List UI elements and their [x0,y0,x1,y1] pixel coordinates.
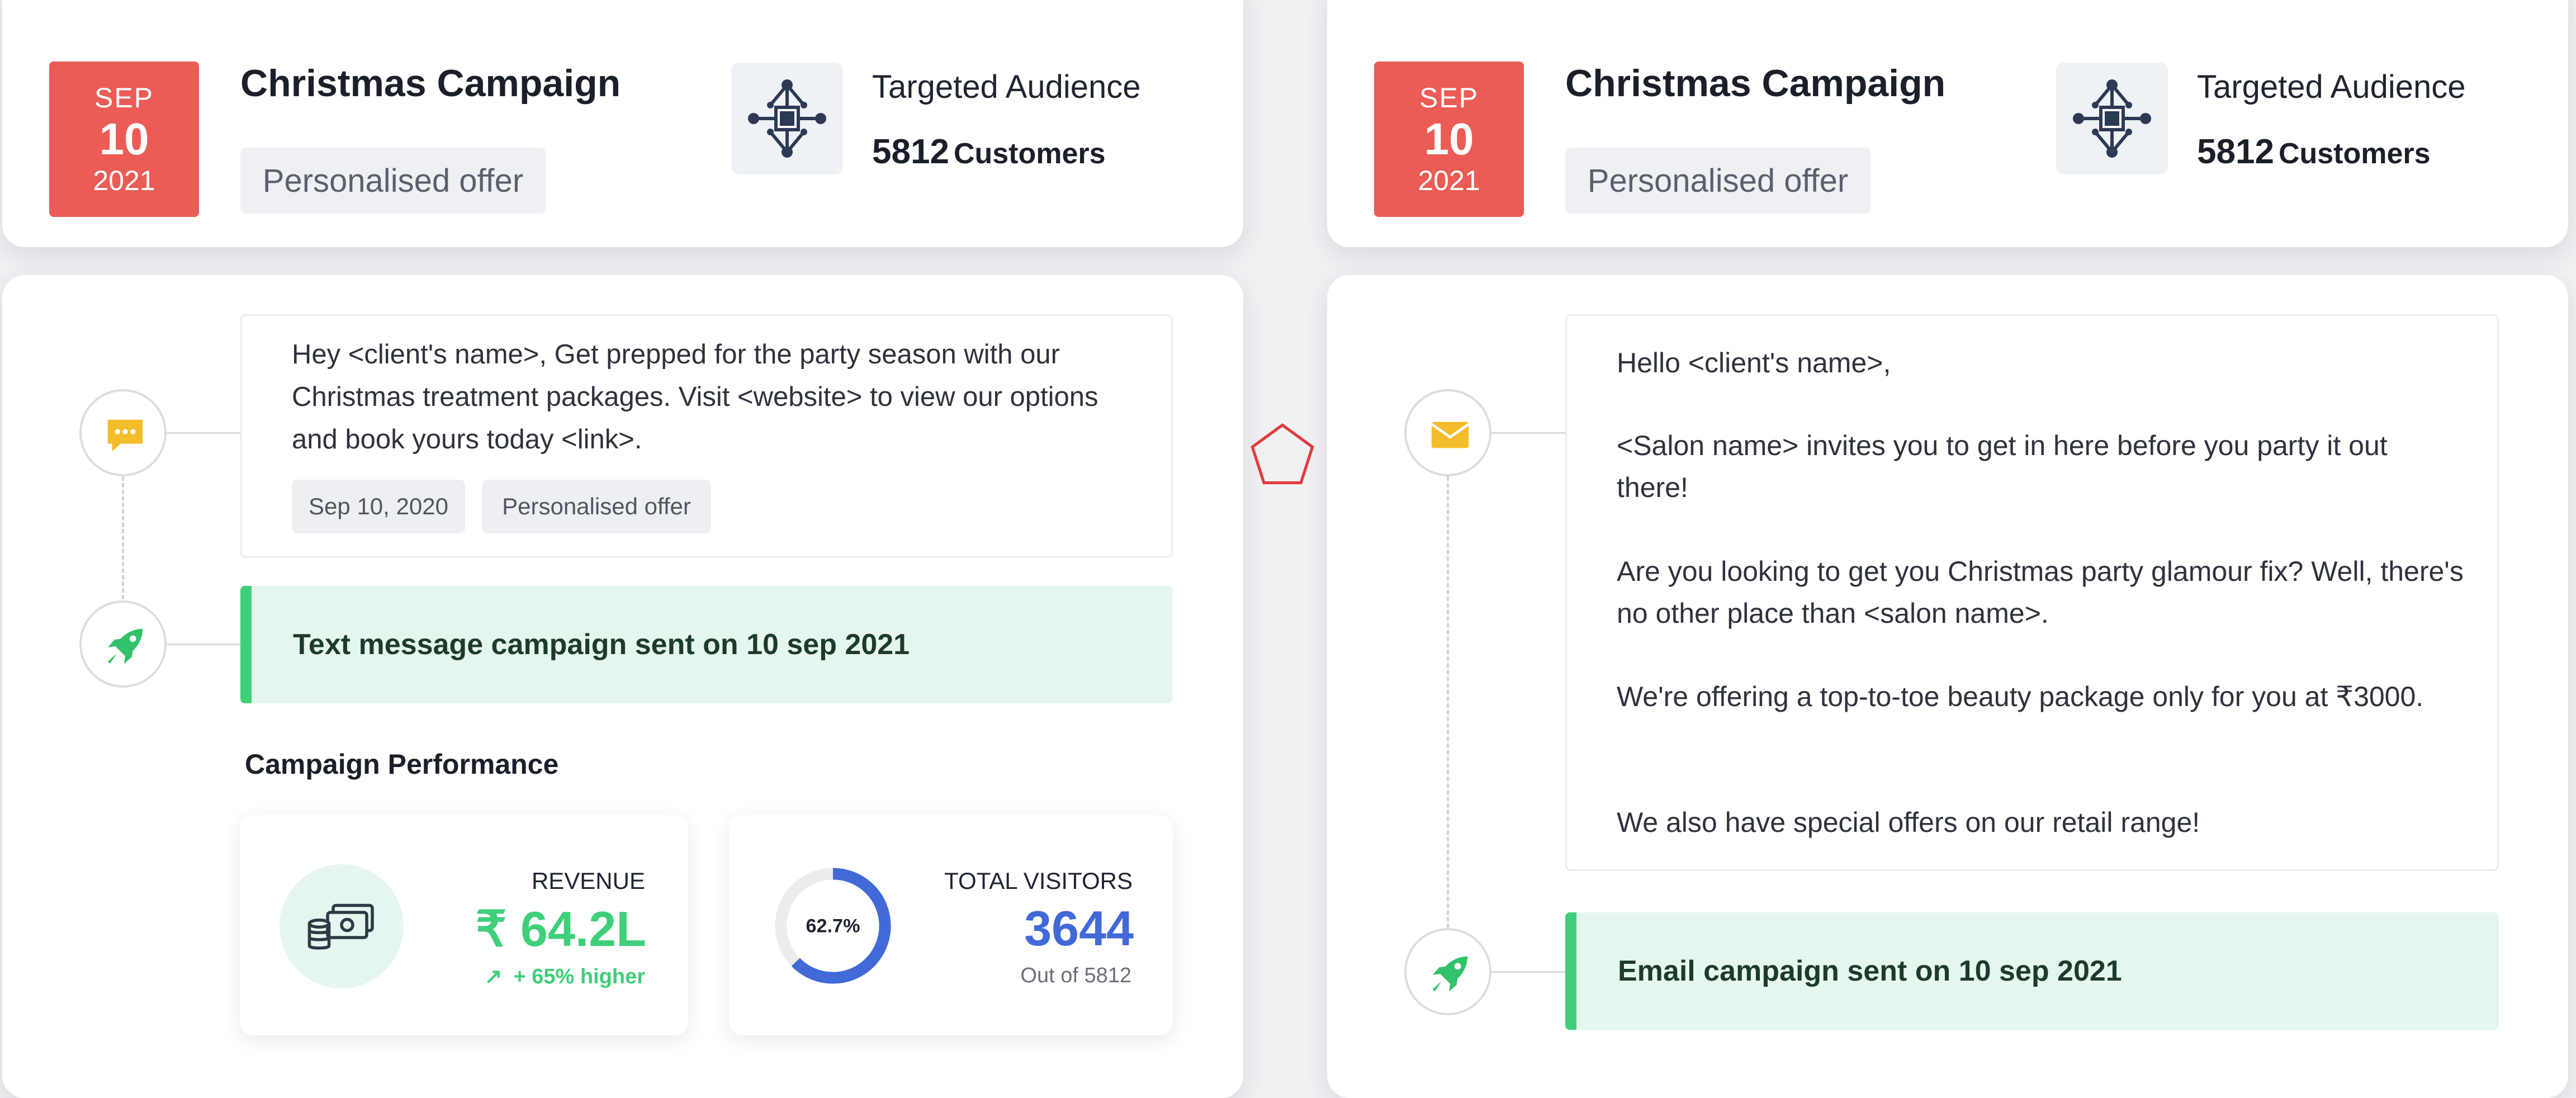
email-paragraph: We also have special offers on our retai… [1617,807,2200,838]
revenue-label: REVENUE [531,868,645,894]
visitors-sub: Out of 5812 [1020,964,1131,987]
email-paragraph: <Salon name> invites you to get in here … [1617,430,2388,503]
right-header-card [1327,0,2568,247]
donut-percent-label: 62.7% [806,915,860,936]
envelope-icon [1431,422,1470,448]
date-year: 2021 [1418,165,1480,196]
right-date-badge: SEP 10 2021 [1374,61,1524,217]
visitors-donut-chart: 62.7% [775,868,891,984]
timeline-connector [1447,476,1449,928]
left-offer-tag: Personalised offer [240,148,546,214]
sms-sent-banner: Text message campaign sent on 10 sep 202… [240,586,1173,703]
timeline-line [1490,432,1565,434]
rocket-icon [1432,956,1468,992]
timeline-line [165,432,240,434]
left-campaign-title: Christmas Campaign [240,62,621,105]
email-sent-banner: Email campaign sent on 10 sep 2021 [1565,912,2499,1030]
visitors-card [729,815,1173,1035]
sent-node [79,600,167,688]
revenue-change-text: + 65% higher [513,965,645,988]
message-offer-chip: Personalised offer [482,480,711,533]
left-audience-count: 5812 Customers [872,132,1106,172]
email-message-box [1565,314,2499,871]
email-paragraph: Hello <client's name>, [1617,347,1891,378]
right-audience-count: 5812 Customers [2197,132,2431,172]
visitors-value: 3644 [1024,901,1134,956]
timeline-line [1490,971,1565,973]
email-paragraph: We're offering a top-to-toe beauty packa… [1617,681,2424,712]
revenue-change: ↗ + 65% higher [485,964,645,989]
date-month: SEP [1419,82,1479,113]
audience-number: 5812 [2197,132,2274,171]
date-month: SEP [94,82,154,113]
right-audience-label: Targeted Audience [2197,69,2466,105]
network-hub-icon [2056,63,2168,174]
chat-bubble-icon [107,419,143,452]
banner-accent [1565,912,1576,1030]
sent-node [1404,928,1491,1015]
timeline-line [165,643,240,645]
left-audience-label: Targeted Audience [872,69,1141,105]
message-date-chip: Sep 10, 2020 [292,480,465,533]
audience-unit: Customers [953,138,1106,170]
email-node [1404,389,1491,476]
left-date-badge: SEP 10 2021 [49,61,199,217]
cash-coins-icon [280,864,404,988]
visitors-label: TOTAL VISITORS [944,868,1133,894]
trend-up-icon: ↗ [484,965,503,988]
sms-node [79,389,167,476]
banner-accent [240,586,252,703]
sms-message-text: Hey <client's name>, Get prepped for the… [292,339,1098,455]
date-year: 2021 [93,165,155,196]
network-hub-icon [731,63,843,174]
banner-text: Email campaign sent on 10 sep 2021 [1618,955,2122,987]
donut-progress-arc [775,868,891,984]
audience-unit: Customers [2278,138,2431,170]
rocket-icon [107,628,143,664]
pentagon-icon [1251,423,1314,485]
banner-text: Text message campaign sent on 10 sep 202… [293,628,910,661]
date-day: 10 [1424,114,1474,164]
revenue-value: ₹ 64.2L [475,901,646,957]
right-campaign-title: Christmas Campaign [1565,62,1946,105]
campaign-performance-title: Campaign Performance [245,749,559,780]
left-header-card [2,0,1243,247]
date-day: 10 [99,114,149,164]
email-paragraph: Are you looking to get you Christmas par… [1617,556,2464,629]
right-offer-tag: Personalised offer [1565,148,1871,214]
audience-number: 5812 [872,132,949,171]
timeline-connector [122,476,124,599]
